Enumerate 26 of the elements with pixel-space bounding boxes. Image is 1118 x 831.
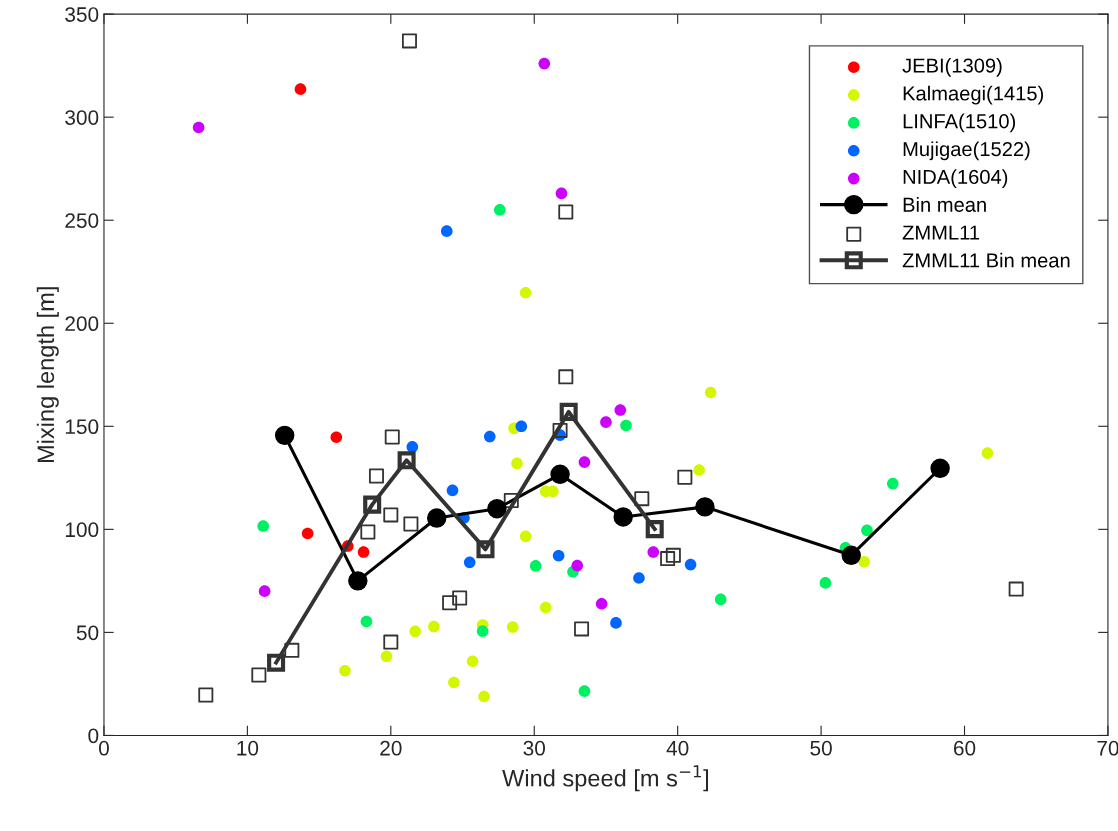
legend-label: Kalmaegi(1415) bbox=[903, 85, 1044, 105]
x-tick-label: 50 bbox=[810, 740, 832, 756]
y-tick-label: 100 bbox=[65, 522, 99, 538]
legend-label: Bin mean bbox=[903, 197, 986, 212]
x-tick-label: 60 bbox=[953, 740, 976, 756]
legend-label: ZMML11 Bin mean bbox=[902, 252, 1070, 268]
x-axis-title: Wind speed [m s$^{−1}$] bbox=[502, 765, 709, 792]
y-tick-label: 250 bbox=[65, 213, 99, 228]
y-tick-label: 0 bbox=[88, 728, 99, 744]
x-tick-label: 0 bbox=[99, 740, 109, 756]
legend-label: LINFA(1510) bbox=[903, 113, 1016, 133]
y-tick-label: 150 bbox=[65, 419, 99, 435]
y-axis-title: Mixing length [m] bbox=[36, 287, 59, 463]
x-tick-label: 20 bbox=[380, 740, 402, 756]
x-tick-label: 10 bbox=[237, 740, 259, 756]
y-tick-label: 200 bbox=[65, 316, 99, 332]
y-tick-label: 300 bbox=[65, 110, 99, 125]
x-tick-label: 30 bbox=[523, 740, 546, 756]
y-tick-label: 50 bbox=[76, 625, 99, 641]
x-tick-label: 70 bbox=[1097, 740, 1118, 756]
y-tick-label: 350 bbox=[65, 7, 99, 22]
legend-label: ZMML11 bbox=[902, 225, 980, 240]
legend-label: NIDA(1604) bbox=[903, 169, 1008, 189]
x-tick-label: 40 bbox=[666, 740, 689, 756]
legend-label: Mujigae(1522) bbox=[903, 141, 1030, 161]
legend-label: JEBI(1309) bbox=[902, 57, 1002, 77]
